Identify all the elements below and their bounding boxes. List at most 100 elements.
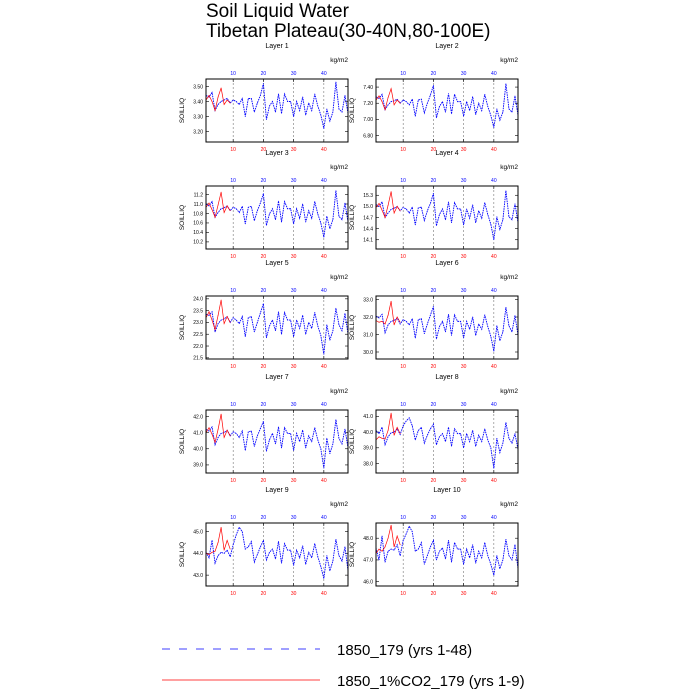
data-point-1850	[308, 435, 310, 437]
data-point-1850	[247, 98, 249, 99]
data-point-1850	[502, 442, 504, 444]
data-point-1850	[457, 548, 458, 550]
x-tick-label-top: 40	[321, 402, 327, 408]
data-point-1850	[433, 85, 434, 86]
data-point-1850	[281, 562, 282, 564]
data-point-1850	[427, 323, 428, 325]
data-point-1850	[269, 551, 270, 553]
data-point-1850	[257, 322, 258, 323]
x-tick-label-bottom: 40	[491, 254, 497, 260]
data-point-co2	[211, 209, 213, 211]
data-point-1850	[393, 100, 395, 102]
series-line-co2	[376, 413, 401, 441]
data-point-1850	[423, 563, 425, 565]
data-point-1850	[399, 555, 401, 556]
data-point-1850	[257, 435, 258, 437]
data-point-1850	[232, 431, 234, 433]
x-tick-label-top: 10	[230, 402, 236, 408]
data-point-1850	[223, 553, 225, 554]
data-point-1850	[326, 108, 328, 110]
data-point-1850	[260, 95, 261, 96]
data-point-1850	[244, 450, 246, 451]
units-label: kg/m2	[500, 57, 518, 64]
data-point-1850	[448, 426, 449, 428]
data-point-co2	[396, 535, 398, 537]
data-point-1850	[272, 548, 273, 550]
data-point-1850	[430, 546, 431, 548]
data-point-1850	[314, 201, 316, 202]
data-point-1850	[390, 548, 392, 550]
data-point-1850	[514, 203, 516, 205]
data-point-1850	[311, 441, 313, 442]
data-point-1850	[238, 437, 240, 438]
units-label: kg/m2	[500, 501, 518, 508]
data-point-1850	[414, 439, 416, 441]
x-tick-label-bottom: 40	[491, 147, 497, 153]
y-tick-label: 22.0	[193, 344, 203, 350]
data-point-1850	[399, 323, 401, 325]
data-point-1850	[275, 219, 276, 220]
data-point-1850	[511, 111, 513, 113]
data-point-1850	[311, 110, 313, 111]
data-point-1850	[490, 223, 492, 225]
data-point-1850	[469, 110, 471, 111]
data-point-1850	[281, 113, 282, 114]
data-point-1850	[387, 436, 389, 438]
panel-layer-4: Layer 4 kg/m2 SOILLIQ 10 10 20 20 30 30 40 40 14.1 1…	[349, 150, 519, 260]
data-point-1850	[436, 559, 437, 561]
x-tick-label-bottom: 10	[230, 254, 236, 260]
data-point-1850	[250, 430, 252, 432]
data-point-co2	[214, 329, 216, 330]
data-point-1850	[241, 316, 243, 317]
data-point-1850	[293, 223, 294, 225]
data-point-1850	[223, 318, 225, 320]
series-line-co2	[376, 525, 401, 554]
data-point-1850	[423, 333, 425, 334]
data-point-1850	[269, 325, 270, 327]
data-point-1850	[302, 203, 304, 205]
data-point-1850	[460, 433, 461, 434]
data-point-1850	[430, 314, 431, 316]
data-point-1850	[493, 467, 495, 469]
data-point-1850	[505, 538, 507, 540]
data-point-1850	[314, 93, 316, 95]
data-point-1850	[463, 563, 464, 565]
series-line-1850	[206, 419, 348, 469]
data-point-co2	[387, 537, 389, 539]
figure-title-line-2: Tibetan Plateau(30-40N,80-100E)	[206, 21, 491, 42]
data-point-1850	[329, 570, 331, 572]
data-point-1850	[344, 428, 346, 430]
data-point-1850	[469, 557, 471, 559]
y-axis-label: SOILLIQ	[179, 98, 186, 123]
units-label: kg/m2	[330, 388, 348, 395]
panel-title: Layer 2	[435, 43, 458, 50]
data-point-1850	[490, 335, 492, 337]
data-point-co2	[223, 104, 225, 105]
data-point-1850	[490, 447, 492, 449]
data-point-1850	[238, 212, 240, 213]
data-point-1850	[296, 319, 297, 321]
y-tick-label: 39.0	[363, 446, 373, 452]
y-tick-label: 14.1	[363, 238, 373, 244]
data-point-co2	[399, 544, 401, 546]
data-point-co2	[211, 551, 213, 553]
y-tick-label: 10.6	[193, 221, 203, 227]
plot-frame	[375, 409, 519, 474]
data-point-1850	[284, 427, 285, 429]
data-point-1850	[502, 331, 504, 333]
y-tick-label: 40.0	[193, 447, 203, 453]
data-point-1850	[448, 540, 449, 541]
data-point-1850	[287, 101, 288, 102]
x-tick-label-top: 30	[461, 402, 467, 408]
data-point-1850	[341, 111, 343, 113]
data-point-1850	[341, 219, 343, 220]
y-tick-label: 23.5	[193, 308, 203, 314]
data-point-1850	[433, 540, 434, 541]
plot-frame	[375, 78, 519, 143]
panel-title: Layer 1	[265, 43, 288, 50]
data-point-1850	[417, 548, 419, 550]
data-point-co2	[229, 210, 231, 211]
data-point-1850	[211, 201, 213, 202]
y-tick-label: 11.0	[194, 202, 204, 208]
x-tick-label-bottom: 40	[321, 364, 327, 370]
